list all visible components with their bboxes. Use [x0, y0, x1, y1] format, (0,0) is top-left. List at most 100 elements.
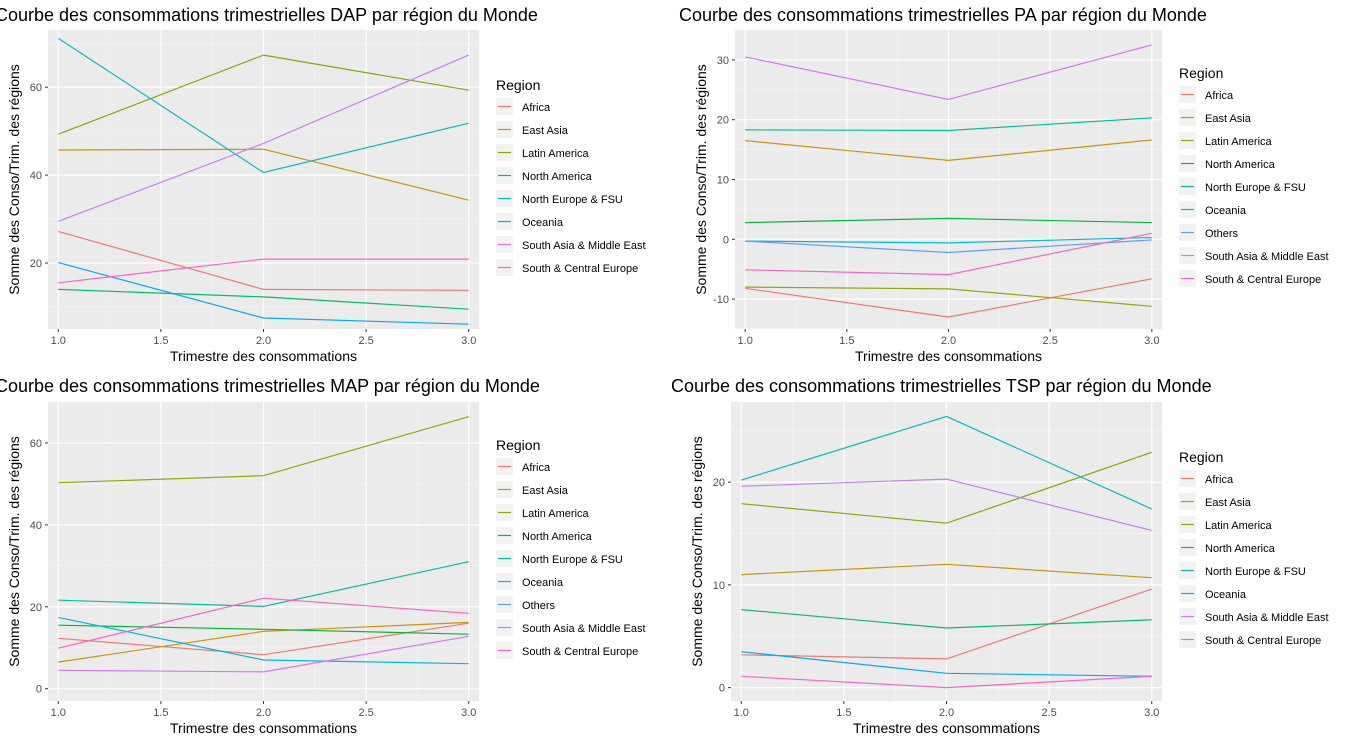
series-line-east-asia [58, 148, 469, 201]
legend-label: North Europe & FSU [522, 554, 623, 566]
y-tick-label: 10 [713, 580, 725, 592]
legend-label: Africa [522, 102, 551, 114]
legend-title: Region [496, 77, 540, 93]
series-line-north-europe-fsu [57, 37, 469, 174]
legend-label: East Asia [1205, 113, 1252, 125]
x-tick-label: 1.5 [839, 335, 854, 347]
y-tick-label: 30 [717, 55, 729, 67]
y-tick-label: 40 [30, 170, 42, 182]
x-tick-label: 3.0 [461, 707, 476, 719]
y-tick-label: 20 [717, 115, 729, 127]
x-tick-label: 2.0 [941, 335, 956, 347]
x-axis-label: Trimestre des consommations [853, 720, 1040, 736]
y-axis-label: Somme des Conso/Trim. des régions [6, 64, 22, 295]
legend-label: Oceania [522, 577, 564, 589]
series-line-south-asia-middle-east [58, 54, 469, 222]
x-tick-label: 1.0 [738, 335, 753, 347]
y-tick-label: -10 [713, 294, 729, 306]
x-axis-label: Trimestre des consommations [855, 348, 1042, 364]
legend-label: Oceania [1205, 589, 1247, 601]
legend-label: Others [522, 600, 556, 612]
legend-label: Latin America [1205, 136, 1273, 148]
series-line-south-asia-middle-east [741, 478, 1152, 531]
y-tick-label: 20 [30, 602, 42, 614]
legend-label: Latin America [522, 148, 590, 160]
legend-label: North Europe & FSU [522, 194, 623, 206]
y-tick-label: 0 [719, 683, 725, 695]
chart-panel-1: Courbe des consommations trimestrielles … [0, 5, 646, 364]
x-tick-label: 3.0 [1144, 707, 1159, 719]
series-line-north-america [741, 609, 1152, 629]
x-tick-label: 2.0 [256, 335, 271, 347]
series-line-oceania [741, 651, 1152, 677]
x-tick-label: 1.5 [836, 707, 851, 719]
x-axis-label: Trimestre des consommations [170, 348, 357, 364]
legend-label: South Asia & Middle East [1205, 612, 1329, 624]
x-tick-label: 1.0 [734, 707, 749, 719]
y-tick-label: 0 [36, 684, 42, 696]
legend-label: East Asia [522, 485, 569, 497]
series-line-africa [741, 588, 1152, 660]
y-tick-label: 60 [30, 82, 42, 94]
chart-title: Courbe des consommations trimestrielles … [0, 376, 540, 396]
series-line-north-europe-fsu [741, 415, 1152, 510]
legend-label: South Asia & Middle East [1205, 251, 1329, 263]
chart-title: Courbe des consommations trimestrielles … [0, 5, 538, 25]
legend-label: Africa [522, 462, 551, 474]
legend-label: North Europe & FSU [1205, 566, 1306, 578]
series-line-south-asia-middle-east [745, 44, 1152, 101]
chart-panel-4: Courbe des consommations trimestrielles … [671, 376, 1329, 736]
legend-label: South & Central Europe [522, 263, 638, 275]
series-line-north-america [745, 217, 1152, 224]
y-tick-label: 60 [30, 438, 42, 450]
y-axis-label: Somme des Conso/Trim. des régions [6, 436, 22, 667]
series-line-north-europe-fsu [58, 561, 469, 608]
y-axis-label: Somme des Conso/Trim. des régions [689, 436, 705, 667]
series-line-east-asia [745, 139, 1152, 162]
legend-label: Africa [1205, 474, 1234, 486]
legend-label: Latin America [1205, 520, 1273, 532]
series-line-east-asia [58, 621, 469, 663]
x-tick-label: 3.0 [461, 335, 476, 347]
legend-label: South Asia & Middle East [522, 623, 646, 635]
y-tick-label: 20 [30, 258, 42, 270]
y-tick-label: 10 [717, 175, 729, 187]
x-tick-label: 1.0 [51, 335, 66, 347]
series-line-south-asia-middle-east [58, 635, 469, 673]
legend-title: Region [1179, 65, 1223, 81]
y-axis-label: Somme des Conso/Trim. des régions [693, 64, 709, 295]
series-line-africa [58, 622, 469, 656]
legend-label: East Asia [522, 125, 569, 137]
series-line-africa [745, 278, 1152, 318]
x-tick-label: 3.0 [1144, 335, 1159, 347]
series-line-south-central-europe [745, 232, 1152, 276]
legend-title: Region [496, 437, 540, 453]
legend-label: Latin America [522, 508, 590, 520]
legend-label: North America [522, 171, 593, 183]
chart-panel-2: Courbe des consommations trimestrielles … [679, 5, 1329, 364]
series-line-south-central-europe [58, 258, 469, 284]
legend-label: Oceania [522, 217, 564, 229]
x-tick-label: 2.5 [1043, 335, 1058, 347]
x-tick-label: 2.0 [256, 707, 271, 719]
legend-label: Others [1205, 228, 1239, 240]
series-line-latin-america [58, 54, 469, 135]
series-line-east-asia [741, 563, 1152, 579]
chart-title: Courbe des consommations trimestrielles … [671, 376, 1212, 396]
legend-label: Africa [1205, 90, 1234, 102]
series-line-oceania [745, 236, 1152, 244]
y-tick-label: 20 [713, 477, 725, 489]
chart-title: Courbe des consommations trimestrielles … [679, 5, 1207, 25]
x-tick-label: 1.5 [153, 707, 168, 719]
legend-label: South & Central Europe [1205, 274, 1321, 286]
series-line-north-america [58, 624, 469, 635]
legend-label: North America [1205, 543, 1276, 555]
x-tick-label: 1.0 [51, 707, 66, 719]
legend-label: South & Central Europe [1205, 635, 1321, 647]
x-tick-label: 2.5 [358, 707, 373, 719]
legend-label: North America [1205, 159, 1276, 171]
series-line-south-central-europe [741, 675, 1152, 689]
legend-label: Oceania [1205, 205, 1247, 217]
series-line-north-america [58, 288, 469, 310]
